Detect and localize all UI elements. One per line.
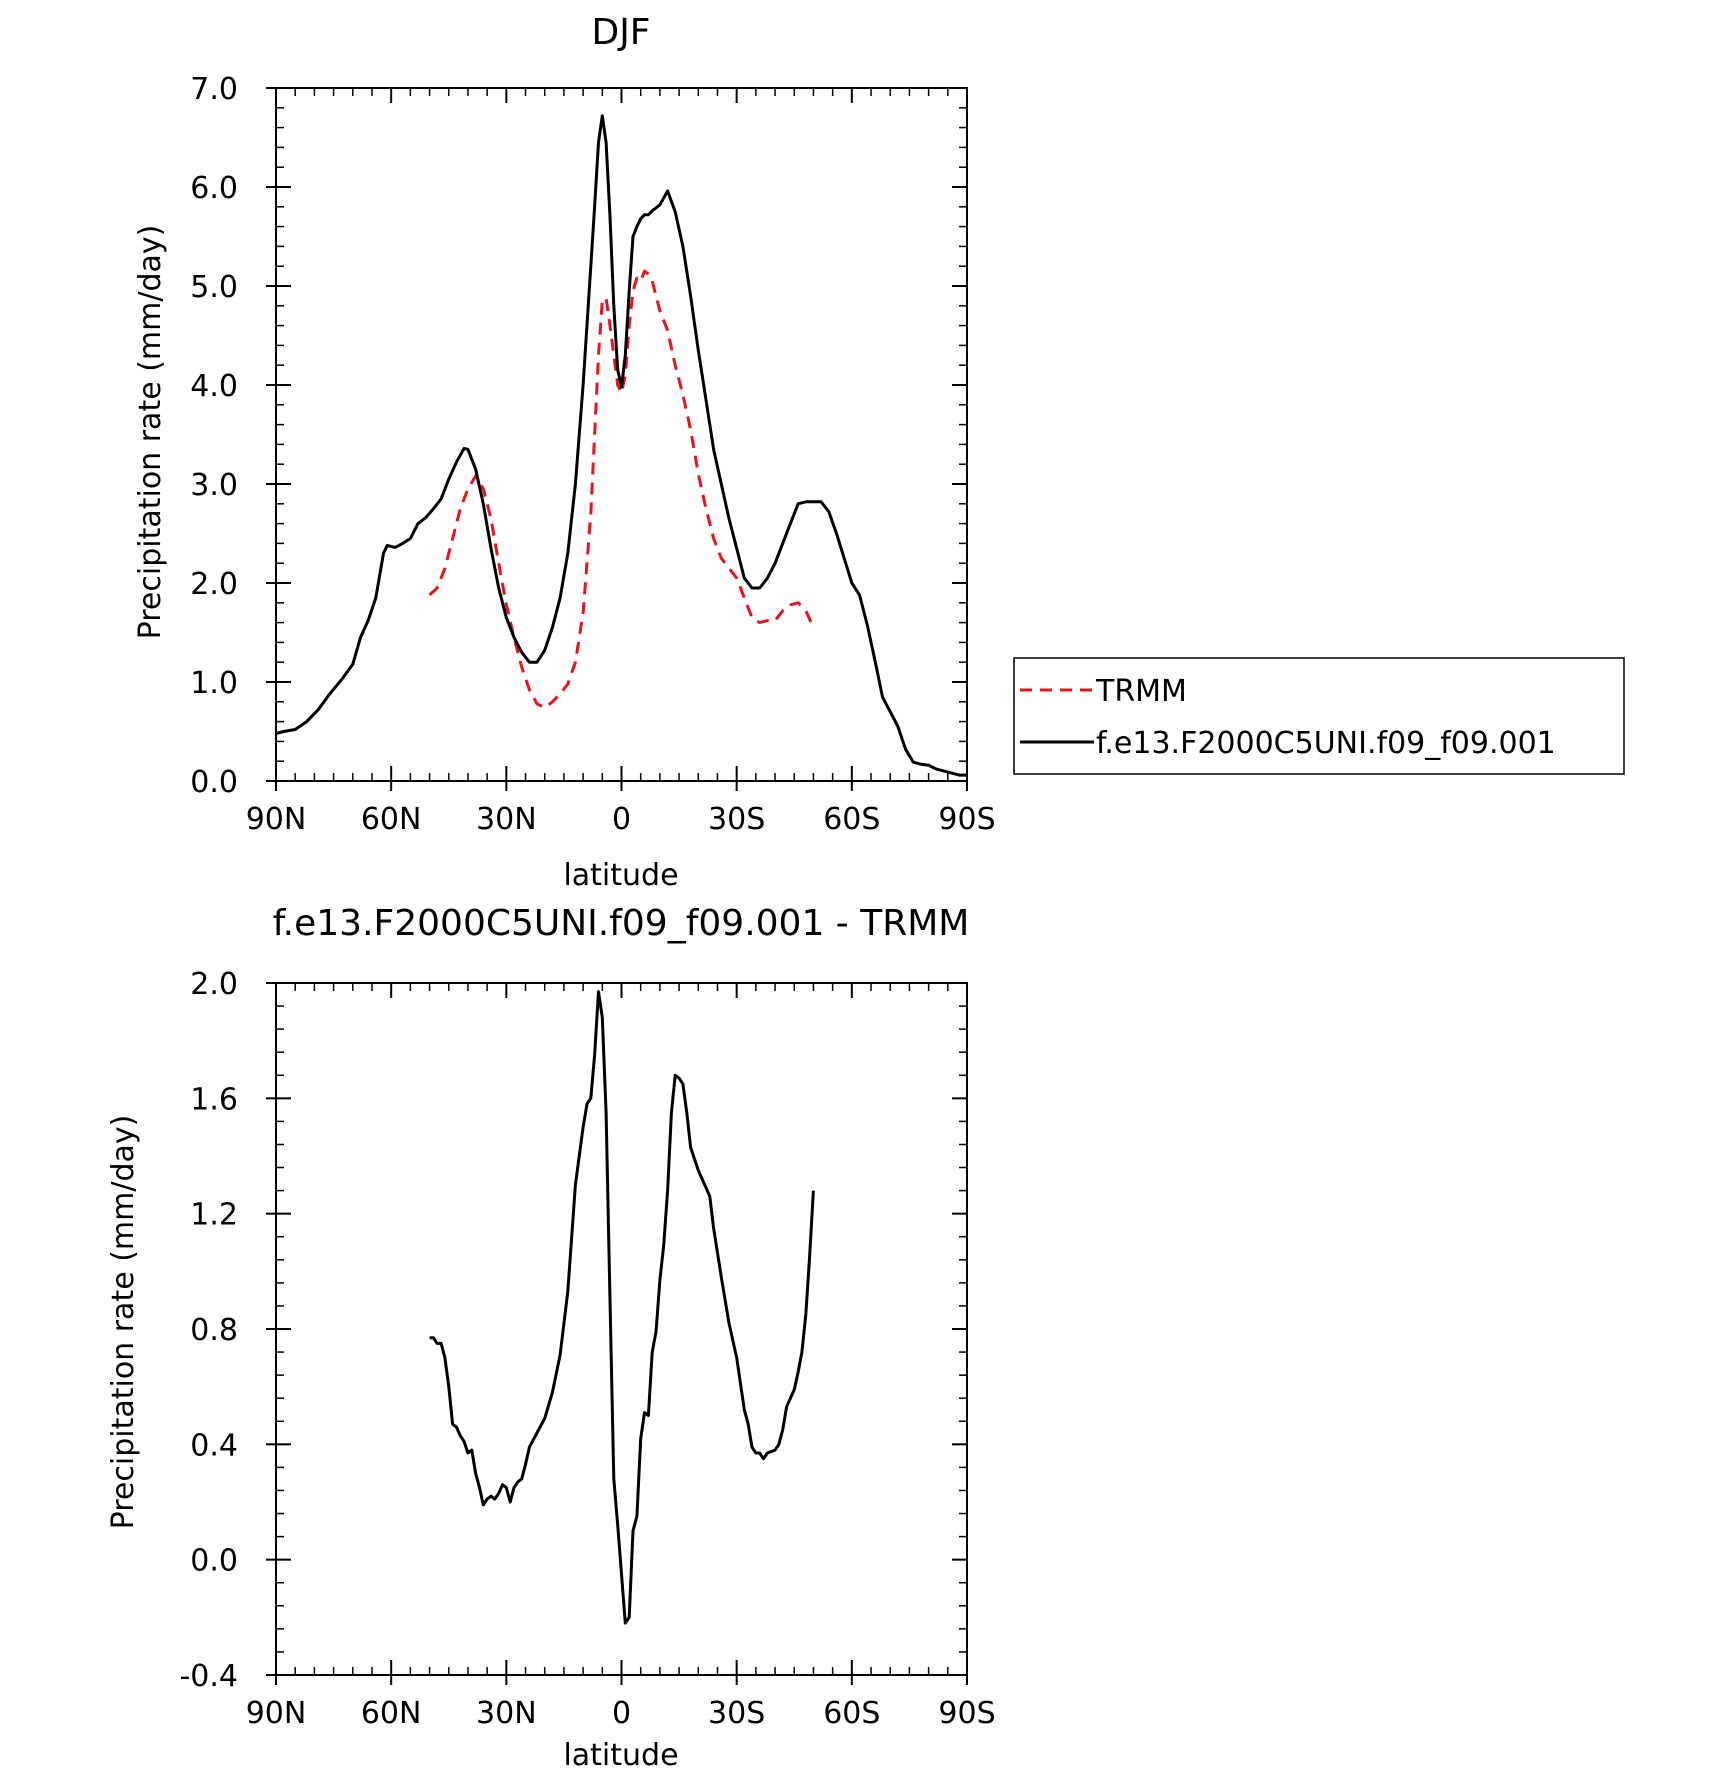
panel-bottom: f.e13.F2000C5UNI.f09_f09.001 - TRMM 90N 6… [106,903,996,1773]
series-line-difference [429,990,815,1625]
y-tick-label: 3.0 [190,468,238,503]
legend-label-model: f.e13.F2000C5UNI.f09_f09.001 [1096,726,1556,761]
x-axis-label: latitude [563,1738,678,1773]
x-axis-label: latitude [563,858,678,893]
plot-area: 90N 60N 30N 0 30S 60S 90S 0.0 1.0 2.0 3.0 4.0 5.0 6.0… [190,72,995,837]
y-tick-label: 0.0 [190,765,238,800]
y-tick-label: 1.0 [190,666,238,701]
y-tick-label: 4.0 [190,369,238,404]
x-tick-label: 60S [823,1696,880,1731]
x-tick-label: 60N [361,802,422,837]
y-axis-label: Precipitation rate (mm/day) [133,225,168,640]
y-tick-label: 0.0 [190,1544,238,1579]
x-tick-label: 0 [612,802,631,837]
y-tick-label: 1.2 [190,1198,238,1233]
y-tick-label: 1.6 [190,1082,238,1117]
series-line-trmm [428,269,815,710]
y-tick-label: 6.0 [190,171,238,206]
y-tick-label: 5.0 [190,270,238,305]
chart-title: f.e13.F2000C5UNI.f09_f09.001 - TRMM [273,903,970,944]
x-tick-label: 30S [708,1696,765,1731]
legend-box [1013,657,1625,775]
x-tick-label: 0 [612,1696,631,1731]
y-tick-label: 0.8 [190,1313,238,1348]
y-tick-label: -0.4 [179,1659,238,1694]
y-tick-label: 2.0 [190,967,238,1002]
legend: TRMM f.e13.F2000C5UNI.f09_f09.001 [1013,657,1625,775]
x-tick-label: 30N [476,802,537,837]
x-tick-label: 90N [246,802,307,837]
series-line-f-e13-f2000c5uni-f09-f09-001 [275,114,967,777]
x-tick-label: 60S [823,802,880,837]
x-tick-label: 30S [708,802,765,837]
plot-frame [275,87,968,782]
x-tick-label: 90N [246,1696,307,1731]
plot-area: 90N 60N 30N 0 30S 60S 90S -0.4 0.0 0.4 0.8 1.2 1.6 2.… [179,967,995,1731]
y-tick-label: 0.4 [190,1428,238,1463]
y-tick-label: 2.0 [190,567,238,602]
legend-label-trmm: TRMM [1095,674,1187,709]
chart-title: DJF [591,12,650,53]
y-tick-label: 7.0 [190,72,238,107]
x-tick-label: 90S [938,1696,995,1731]
x-tick-label: 90S [938,802,995,837]
panel-top: DJF 90N 60N 30N 0 30S 60S 90S 0.0 1.0 2.0 3.0 4.0 5.… [133,12,1625,893]
y-axis-label: Precipitation rate (mm/day) [106,1115,141,1530]
x-tick-label: 60N [361,1696,422,1731]
x-tick-label: 30N [476,1696,537,1731]
